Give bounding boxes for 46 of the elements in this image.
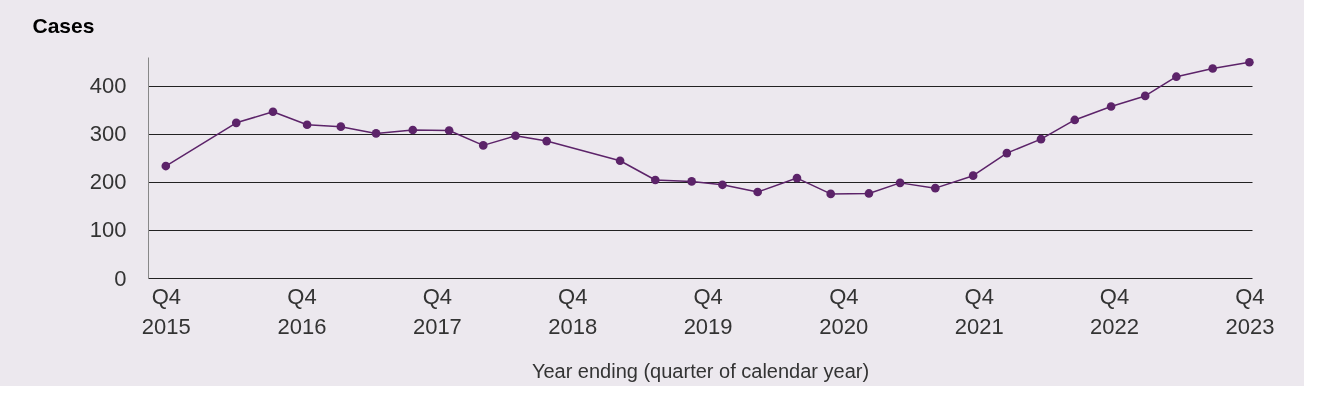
point (687, 177, 696, 186)
y-tick-label: 100 (89, 217, 127, 243)
point (792, 173, 802, 183)
point (1106, 102, 1116, 111)
point (1036, 134, 1046, 144)
point (371, 129, 381, 138)
point (650, 175, 660, 185)
y-tick-label: 400 (89, 73, 127, 99)
point (968, 171, 978, 180)
x-tick-label: Q4 2017 (412, 283, 462, 339)
x-tick-label: Q4 2023 (1225, 283, 1275, 339)
point (1245, 57, 1254, 67)
point (826, 189, 836, 199)
y-axis-title: Cases (32, 13, 95, 37)
x-tick-label: Q4 2021 (954, 283, 1004, 339)
x-tick-label: Q4 2022 (1090, 283, 1140, 339)
point (231, 118, 241, 128)
point (302, 120, 312, 130)
y-tick-label: 0 (114, 265, 127, 291)
point (753, 187, 762, 197)
point (542, 136, 551, 146)
point (864, 189, 874, 198)
x-axis-title: Year ending (quarter of calendar year) (531, 359, 870, 382)
x-tick-label: Q4 2016 (277, 283, 327, 339)
point (718, 180, 727, 190)
point (895, 178, 905, 188)
x-tick-label: Q4 2018 (548, 283, 598, 339)
point (615, 156, 625, 166)
point (444, 126, 454, 135)
point (478, 141, 488, 150)
point (1140, 91, 1150, 101)
y-tick-label: 200 (89, 169, 127, 195)
point (1070, 115, 1080, 125)
point (336, 122, 346, 131)
x-tick-label: Q4 2015 (141, 283, 191, 339)
point (268, 107, 278, 117)
point (161, 161, 171, 171)
point (1208, 64, 1218, 73)
x-tick-label: Q4 2019 (683, 283, 733, 339)
point (1002, 148, 1012, 158)
y-tick-label: 300 (89, 121, 127, 147)
x-tick-label: Q4 2020 (819, 283, 869, 339)
point (1172, 72, 1181, 82)
point (511, 131, 520, 141)
point (930, 183, 940, 193)
point (408, 125, 418, 135)
